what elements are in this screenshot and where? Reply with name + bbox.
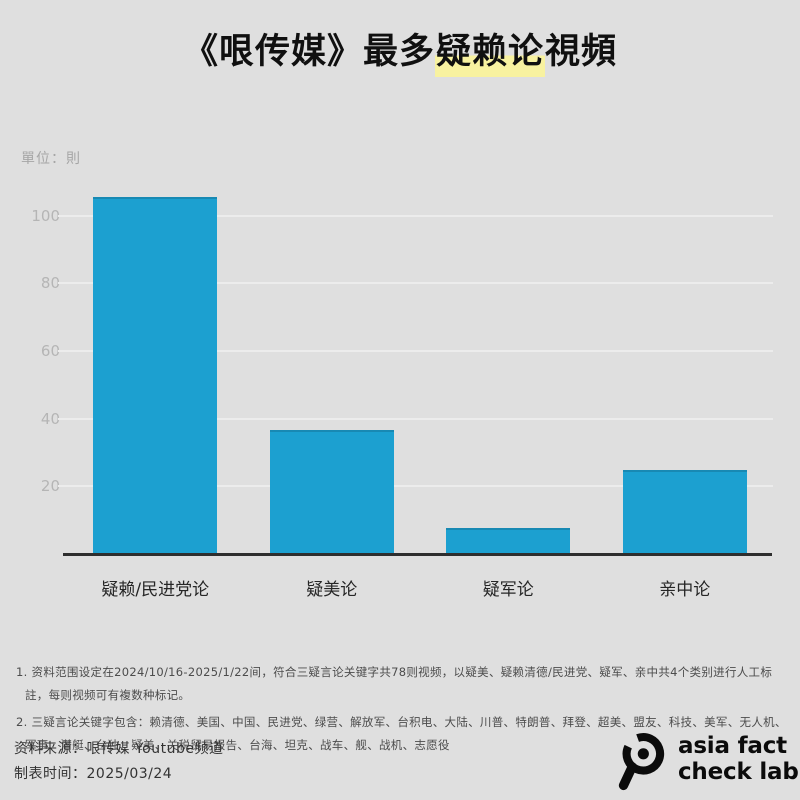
y-tick-mark [58, 417, 69, 420]
y-axis-tick-label: 60 [40, 342, 60, 361]
date-line: 制表时间：2025/03/24 [14, 766, 173, 782]
source-line: 资料来源：哏传媒 Youtube频道 [14, 741, 224, 757]
y-tick-mark [58, 350, 69, 353]
y-axis-labels: 20 40 60 80 100 [14, 183, 60, 555]
magnifier-icon [618, 733, 665, 791]
y-axis-tick-label: 100 [31, 206, 60, 225]
gridline-100 [67, 214, 773, 217]
category-label: 亲中论 [659, 580, 711, 600]
plot-area [58, 183, 773, 555]
footnote-item: 1. 资料范围设定在2024/10/16-2025/1/22间，符合三疑言论关键… [16, 665, 773, 702]
bar [93, 196, 218, 555]
afcl-logo: asia fact check lab [608, 729, 799, 793]
bar [622, 470, 747, 555]
source-block: 资料来源：哏传媒 Youtube频道 制表时间：2025/03/24 [14, 737, 223, 787]
footnotes: 1. 资料范围设定在2024/10/16-2025/1/22间，符合三疑言论关键… [16, 661, 792, 761]
bar [269, 429, 394, 555]
gridline-80 [67, 282, 773, 285]
footnote-item: 2. 三疑言论关键字包含：赖清德、美国、中国、民进党、绿营、解放军、台积电、大陆… [16, 715, 787, 752]
y-tick-mark [58, 214, 69, 217]
gridline-60 [67, 350, 773, 353]
y-axis-tick-label: 20 [40, 477, 60, 496]
page-title: 《哏传媒》最多疑赖论視頻 [0, 28, 800, 77]
logo-text: asia fact check lab [678, 733, 799, 785]
y-tick-mark [58, 485, 69, 488]
category-label: 疑美论 [306, 580, 358, 600]
x-axis-category-labels: 疑赖/民进党论 疑美论 疑军论 亲中论 [67, 575, 773, 601]
gridline-40 [67, 417, 773, 420]
bar [446, 527, 571, 555]
y-axis-unit-label: 單位：則 [21, 151, 81, 167]
logo-line-1: asia fact [678, 733, 787, 759]
title-prefix: 《哏传媒》最多 [182, 32, 435, 72]
x-axis-line [63, 553, 772, 556]
y-axis-tick-label: 40 [40, 409, 60, 428]
category-label: 疑赖/民进党论 [101, 580, 210, 600]
gridline-20 [67, 485, 773, 488]
bar-chart: 20 40 60 80 100 疑赖/民进党论 疑美论 疑军论 亲中论 [14, 183, 773, 601]
y-axis-tick-label: 80 [40, 274, 60, 293]
logo-line-2: check lab [678, 759, 799, 785]
category-label: 疑军论 [482, 580, 534, 600]
y-tick-mark [58, 282, 69, 285]
title-highlight: 疑赖论 [434, 32, 545, 77]
title-suffix: 視頻 [545, 32, 618, 72]
